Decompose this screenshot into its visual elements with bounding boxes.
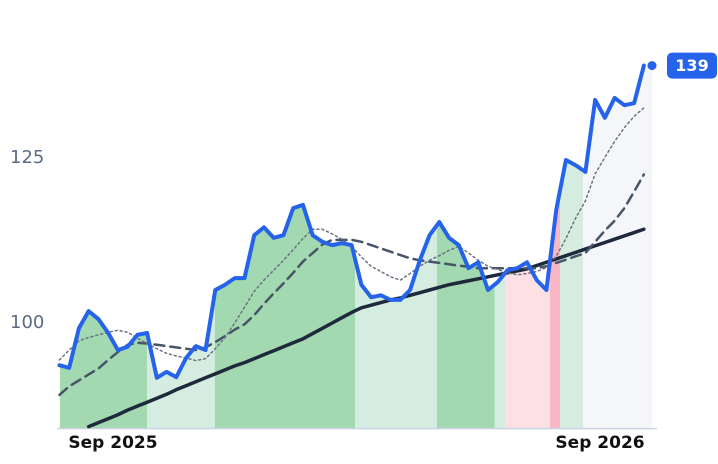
series-line	[58, 173, 646, 397]
last-badge	[667, 52, 717, 79]
region	[505, 262, 550, 429]
last-value-label: 139	[675, 56, 708, 75]
y-tick-label: 125	[10, 147, 44, 168]
x-tick-label: Sep 2026	[555, 433, 644, 453]
region	[494, 273, 506, 429]
region	[582, 65, 653, 429]
y-tick-label: 100	[10, 312, 44, 333]
region	[560, 159, 583, 429]
series-line	[57, 63, 646, 380]
last-dot	[647, 61, 657, 71]
x-tick-label: Sep 2025	[68, 433, 157, 453]
